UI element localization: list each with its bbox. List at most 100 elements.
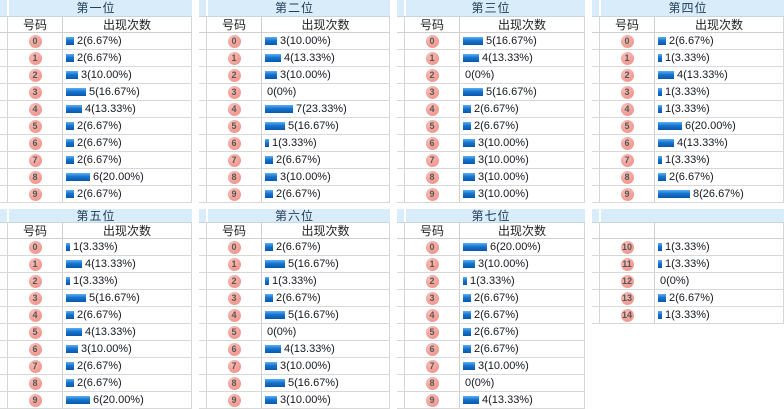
frequency-bar — [463, 156, 475, 164]
frequency-bar — [463, 190, 475, 198]
number-badge: 11 — [620, 257, 634, 271]
frequency-bar — [463, 362, 475, 370]
spacer-cell — [0, 152, 7, 168]
section-header: 第二位 — [199, 0, 390, 17]
spacer-cell — [592, 101, 599, 117]
count-cell: 2(6.67%) — [63, 307, 192, 323]
frequency-bar — [66, 379, 74, 387]
number-badge: 12 — [620, 274, 634, 288]
table-row: 8 2(6.67%) — [592, 169, 784, 186]
table-row: 3 2(6.67%) — [199, 290, 390, 307]
spacer-cell — [397, 118, 404, 134]
count-cell: 2(6.67%) — [63, 118, 192, 134]
number-cell: 3 — [599, 84, 655, 100]
spacer-cell — [397, 186, 404, 202]
spacer-cell — [397, 33, 404, 49]
table-row: 1 4(13.33%) — [199, 50, 390, 67]
frequency-bar — [658, 54, 662, 62]
spacer-cell — [199, 375, 206, 391]
table-row: 6 2(6.67%) — [397, 341, 585, 358]
number-badge: 2 — [620, 68, 634, 82]
count-label: 5(16.67%) — [89, 291, 140, 304]
number-badge: 8 — [227, 376, 241, 390]
frequency-bar — [463, 294, 471, 302]
section-title: 第六位 — [274, 208, 314, 223]
spacer-cell — [199, 152, 206, 168]
count-cell: 3(10.00%) — [262, 33, 390, 49]
number-badge: 3 — [227, 85, 241, 99]
count-cell: 4(13.33%) — [460, 50, 585, 66]
spacer-cell — [0, 67, 7, 83]
table-row: 8 5(16.67%) — [199, 375, 390, 392]
number-cell: 4 — [404, 307, 460, 323]
count-cell: 2(6.67%) — [460, 307, 585, 323]
table-row: 5 5(16.67%) — [199, 118, 390, 135]
header-spacer-cell — [199, 209, 208, 222]
number-cell: 9 — [404, 392, 460, 408]
spacer-cell — [199, 341, 206, 357]
number-cell: 1 — [206, 50, 262, 66]
number-cell: 3 — [206, 290, 262, 306]
count-label: 2(6.67%) — [77, 136, 122, 149]
frequency-bar — [265, 156, 273, 164]
frequency-bar — [463, 173, 475, 181]
spacer-cell — [0, 17, 7, 32]
table-row: 4 2(6.67%) — [397, 101, 585, 118]
frequency-bar — [658, 88, 662, 96]
count-label: 0(0%) — [267, 325, 297, 338]
frequency-bar — [265, 243, 273, 251]
section-header: 第五位 — [0, 209, 192, 223]
frequency-bar — [66, 122, 74, 130]
number-cell: 6 — [7, 341, 63, 357]
table-row: 5 6(20.00%) — [592, 118, 784, 135]
number-cell: 5 — [7, 118, 63, 134]
count-cell: 5(16.67%) — [262, 256, 390, 272]
number-badge: 7 — [28, 359, 42, 373]
number-badge: 4 — [425, 308, 439, 322]
spacer-cell — [199, 135, 206, 151]
header-spacer-cell — [0, 209, 9, 222]
count-label: 5(16.67%) — [486, 85, 537, 98]
count-column-header: 出现次数 — [460, 17, 585, 32]
column-header-row: 号码 出现次数 — [0, 17, 192, 33]
count-cell: 3(10.00%) — [460, 256, 585, 272]
number-badge: 2 — [425, 68, 439, 82]
spacer-cell — [0, 33, 7, 49]
number-badge: 7 — [28, 153, 42, 167]
frequency-bar — [265, 190, 273, 198]
number-badge: 7 — [425, 153, 439, 167]
frequency-bar — [66, 54, 74, 62]
number-column-header: 号码 — [7, 223, 63, 238]
table-row: 1 1(3.33%) — [592, 50, 784, 67]
count-label: 1(3.33%) — [665, 51, 710, 64]
count-cell: 7(23.33%) — [262, 101, 390, 117]
frequency-bar — [265, 379, 285, 387]
number-badge: 8 — [227, 170, 241, 184]
count-cell: 2(6.67%) — [460, 101, 585, 117]
count-cell: 2(6.67%) — [262, 290, 390, 306]
count-label: 2(6.67%) — [669, 291, 714, 304]
count-cell: 4(13.33%) — [63, 101, 192, 117]
table-row: 4 4(13.33%) — [0, 101, 192, 118]
count-cell: 0(0%) — [655, 273, 784, 289]
number-badge: 1 — [425, 51, 439, 65]
number-badge: 9 — [620, 187, 634, 201]
count-label: 2(6.67%) — [669, 34, 714, 47]
frequency-bar — [463, 105, 471, 113]
table-row: 8 0(0%) — [397, 375, 585, 392]
table-row: 2 3(10.00%) — [0, 67, 192, 84]
number-badge: 0 — [425, 240, 439, 254]
number-badge: 4 — [620, 102, 634, 116]
number-cell: 10 — [599, 239, 655, 255]
frequency-bar — [265, 54, 281, 62]
column-header-row: 号码 出现次数 — [199, 223, 390, 239]
number-cell: 4 — [206, 307, 262, 323]
column-header-row: 号码 出现次数 — [397, 223, 585, 239]
frequency-bar — [265, 71, 277, 79]
count-label: 4(13.33%) — [482, 51, 533, 64]
table-row: 9 3(10.00%) — [397, 186, 585, 203]
spacer-cell — [397, 152, 404, 168]
number-badge: 2 — [227, 274, 241, 288]
number-cell: 1 — [599, 50, 655, 66]
count-label: 1(3.33%) — [665, 153, 710, 166]
